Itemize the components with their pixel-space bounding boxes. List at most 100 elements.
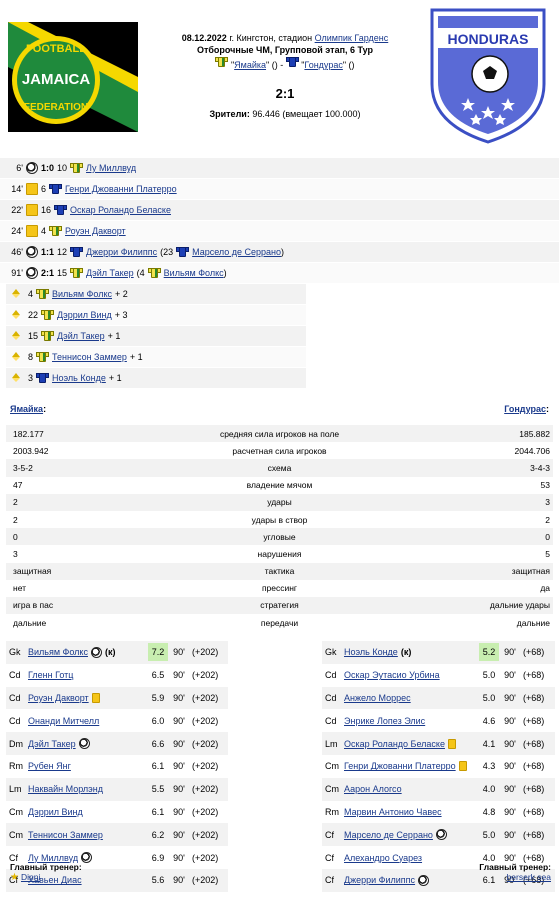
player-minutes: 90' bbox=[504, 852, 516, 863]
event-minute: 6' bbox=[16, 163, 23, 173]
home-shirt-icon bbox=[70, 162, 84, 174]
goal-ball-icon bbox=[26, 267, 38, 279]
stat-home-value: дальние bbox=[13, 617, 47, 628]
player-minutes: 90' bbox=[173, 761, 185, 772]
player-position: Lm bbox=[9, 784, 22, 795]
player-position: Cm bbox=[325, 784, 339, 795]
stat-label: стратегия bbox=[260, 600, 299, 611]
home-team-link[interactable]: Ямайка bbox=[234, 60, 267, 70]
event-player-link[interactable]: Джерри Филиппс bbox=[86, 247, 158, 257]
stat-away-value: 53 bbox=[540, 480, 550, 491]
event-player-number: 15 bbox=[57, 268, 68, 278]
home-shirt-icon bbox=[147, 267, 161, 279]
player-rating: 5.9 bbox=[151, 692, 165, 703]
player-delta: (+202) bbox=[192, 670, 219, 681]
substitution-row: 15 Дэйл Такер + 1 bbox=[6, 326, 306, 347]
lineup-player-link[interactable]: Хавьен Диас bbox=[28, 875, 82, 886]
player-rating: 5.6 bbox=[151, 875, 165, 886]
event-row: 14' 6 Генри Джованни Платерро bbox=[0, 179, 559, 200]
lineup-row: Lm Наквайн Морлэнд 5.5 90' (+202) bbox=[6, 777, 228, 801]
event-row: 91' 2:1 15 Дэйл Такер (4 Вильям Фолкс) bbox=[0, 263, 559, 284]
lineup-player-link[interactable]: Рубен Янг bbox=[28, 761, 71, 772]
lineup-player-link[interactable]: Роуэн Дакворт bbox=[28, 692, 89, 703]
stadium-link[interactable]: Олимпик Гарденс bbox=[314, 33, 389, 43]
event-player-link[interactable]: Генри Джованни Платерро bbox=[65, 184, 177, 194]
event-player-link[interactable]: Лу Миллвуд bbox=[86, 163, 137, 173]
player-rating: 6.1 bbox=[482, 875, 496, 886]
sub-player-link[interactable]: Дэйл Такер bbox=[57, 331, 105, 341]
assist-player-link[interactable]: Вильям Фолкс bbox=[163, 268, 224, 278]
lineup-player-link[interactable]: Теннисон Заммер bbox=[28, 829, 103, 840]
player-position: Cm bbox=[9, 806, 23, 817]
player-delta: (+68) bbox=[523, 715, 545, 726]
sub-player-link[interactable]: Ноэль Конде bbox=[52, 373, 106, 383]
player-rating: 4.6 bbox=[482, 715, 496, 726]
lineup-player-link[interactable]: Генри Джованни Платерро bbox=[344, 761, 456, 772]
lineup-player-link[interactable]: Дэйл Такер bbox=[28, 738, 76, 749]
event-player-link[interactable]: Оскар Роландо Беласке bbox=[70, 205, 171, 215]
player-rating: 6.2 bbox=[151, 829, 165, 840]
event-minute: 46' bbox=[11, 247, 23, 257]
player-minutes: 90' bbox=[504, 784, 516, 795]
lineup-player-link[interactable]: Джерри Филиппс bbox=[344, 875, 416, 886]
substitution-row: 22 Дэррил Винд + 3 bbox=[6, 305, 306, 326]
stat-home-value: 3 bbox=[13, 548, 18, 559]
player-delta: (+202) bbox=[192, 829, 219, 840]
lineup-player-link[interactable]: Марсело де Серрано bbox=[344, 829, 433, 840]
stat-row: 47 владение мячом 53 bbox=[6, 477, 553, 494]
yellow-card-icon bbox=[26, 225, 38, 237]
away-team-link[interactable]: Гондурас bbox=[304, 60, 343, 70]
substitution-icon bbox=[10, 372, 22, 384]
lineup-player-link[interactable]: Алехандро Суарез bbox=[344, 852, 423, 863]
player-delta: (+202) bbox=[192, 738, 219, 749]
player-position: Cd bbox=[9, 692, 21, 703]
player-rating: 7.2 bbox=[148, 643, 168, 662]
sub-player-link[interactable]: Теннисон Заммер bbox=[52, 352, 127, 362]
lineup-player-link[interactable]: Дэррил Винд bbox=[28, 806, 83, 817]
captain-mark: (к) bbox=[400, 647, 412, 658]
home-lineup: Gk Вильям Фолкс (к) 7.2 90' (+202) Cd Гленн Гот… bbox=[6, 641, 228, 892]
player-delta: (+68) bbox=[523, 806, 545, 817]
lineup-player-link[interactable]: Лу Миллвуд bbox=[28, 852, 79, 863]
lineup-player-link[interactable]: Анжело Моррес bbox=[344, 692, 411, 703]
sub-player-link[interactable]: Вильям Фолкс bbox=[52, 289, 112, 299]
lineup-player-link[interactable]: Аарон Алогсо bbox=[344, 784, 402, 795]
away-team-stats-link[interactable]: Гондурас bbox=[504, 404, 546, 414]
lineup-row: Gk Ноэль Конде (к) 5.2 90' (+68) bbox=[322, 641, 555, 664]
player-rating: 4.3 bbox=[482, 761, 496, 772]
event-minute: 24' bbox=[11, 226, 23, 236]
event-player-link[interactable]: Роуэн Дакворт bbox=[65, 226, 126, 236]
player-delta: (+68) bbox=[523, 738, 545, 749]
event-player-number: 10 bbox=[57, 163, 68, 173]
lineup-player-link[interactable]: Ноэль Конде bbox=[344, 647, 398, 658]
stat-away-value: да bbox=[540, 583, 550, 594]
home-coach-link[interactable]: Dinni bbox=[20, 872, 41, 882]
lineup-player-link[interactable]: Онанди Митчелл bbox=[28, 715, 100, 726]
home-shirt-icon bbox=[41, 330, 55, 342]
player-minutes: 90' bbox=[504, 829, 516, 840]
logo-text-honduras: HONDURAS bbox=[448, 31, 529, 47]
player-position: Cf bbox=[325, 829, 334, 840]
team-names-row: Ямайка: Гондурас: bbox=[10, 404, 549, 414]
stat-label: схема bbox=[267, 462, 292, 473]
home-team-stats-link[interactable]: Ямайка bbox=[10, 404, 44, 414]
attendance-value: 96.446 (вмещает 100.000) bbox=[252, 109, 361, 119]
sub-bonus: + 1 bbox=[108, 373, 122, 383]
lineup-player-link[interactable]: Гленн Готц bbox=[28, 670, 74, 681]
lineup-player-link[interactable]: Энрике Лопез Элис bbox=[344, 715, 426, 726]
event-player-number: 4 bbox=[41, 226, 47, 236]
player-delta: (+202) bbox=[192, 715, 219, 726]
assist-number: 4 bbox=[139, 268, 145, 278]
lineup-player-link[interactable]: Вильям Фолкс bbox=[28, 647, 88, 658]
sub-player-link[interactable]: Дэррил Винд bbox=[57, 310, 112, 320]
lineup-player-link[interactable]: Оскар Эутасио Урбина bbox=[344, 670, 440, 681]
player-delta: (+68) bbox=[523, 875, 545, 886]
lineup-player-link[interactable]: Марвин Антонио Чавес bbox=[344, 806, 442, 817]
stat-away-value: 0 bbox=[545, 531, 550, 542]
lineup-player-link[interactable]: Оскар Роландо Беласке bbox=[344, 738, 445, 749]
player-minutes: 90' bbox=[173, 692, 185, 703]
assist-player-link[interactable]: Марсело де Серрано bbox=[192, 247, 282, 257]
lineup-player-link[interactable]: Наквайн Морлэнд bbox=[28, 784, 103, 795]
away-coach-link[interactable]: berserk sea bbox=[506, 872, 551, 882]
event-player-link[interactable]: Дэйл Такер bbox=[86, 268, 134, 278]
